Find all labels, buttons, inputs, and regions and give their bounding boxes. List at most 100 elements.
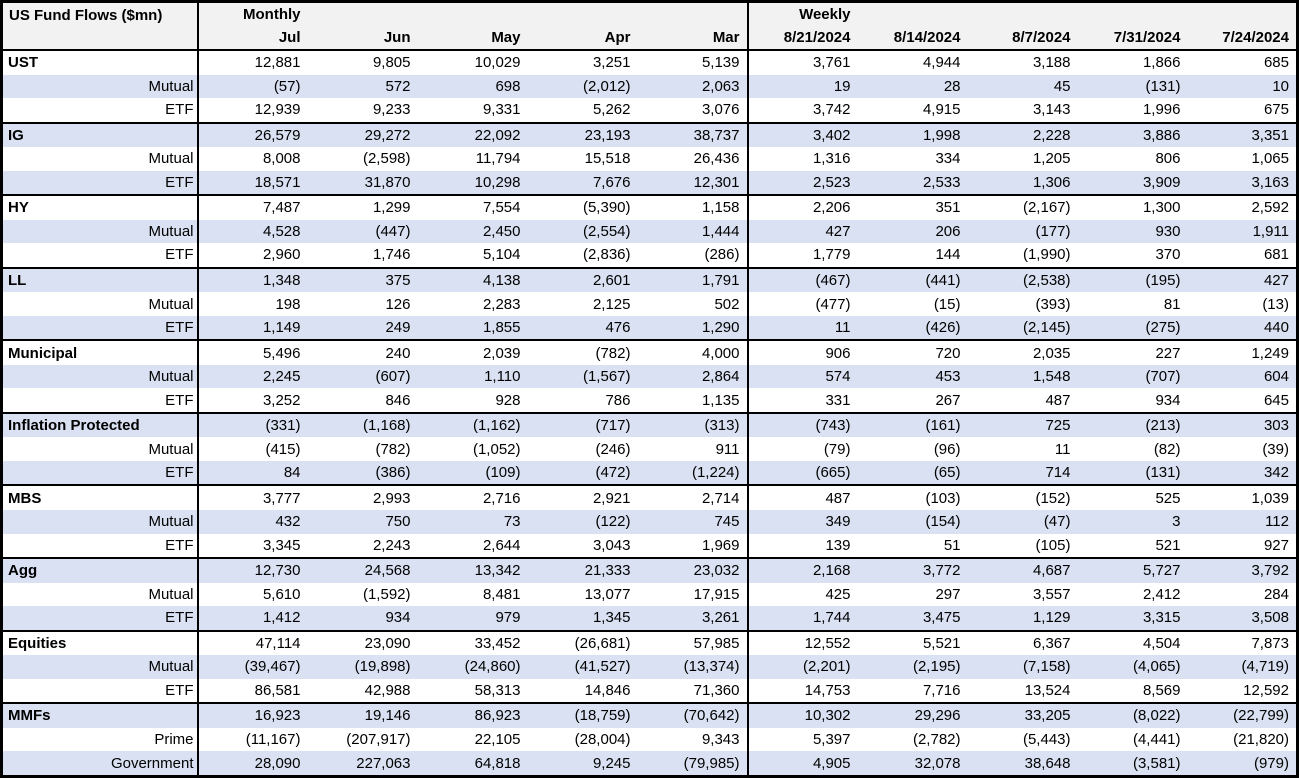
value-cell: (313) bbox=[637, 411, 749, 438]
value-cell: 11,794 bbox=[475, 150, 521, 168]
value-cell: 331 bbox=[825, 391, 851, 409]
value-cell: 3,772 bbox=[857, 557, 968, 583]
value-cell: 38,648 bbox=[967, 751, 1078, 777]
value-cell: (415) bbox=[265, 440, 301, 458]
value-cell: 3,475 bbox=[857, 606, 968, 631]
column-header-row: Jul Jun May Apr Mar 8/21/2024 8/14/2024 8/7/202… bbox=[2, 26, 1298, 51]
value-cell: 846 bbox=[385, 391, 411, 409]
value-cell: 10,302 bbox=[747, 702, 858, 728]
value-cell: (2,012) bbox=[527, 74, 638, 99]
value-cell: 4,000 bbox=[637, 339, 749, 365]
value-cell: 930 bbox=[1077, 219, 1188, 244]
value-cell: 2,960 bbox=[262, 246, 301, 264]
value-cell: (41,527) bbox=[527, 655, 638, 679]
row-label: MMFs bbox=[1, 702, 199, 728]
value-cell: 12,552 bbox=[747, 629, 858, 656]
value-cell: 6,367 bbox=[967, 629, 1078, 656]
value-cell: (96) bbox=[933, 440, 961, 458]
row-label: Inflation Protected bbox=[1, 411, 199, 438]
value-cell: (2,554) bbox=[527, 219, 638, 244]
sub-row: Mutual (39,467) (19,898) (24,860) (41,527) (1… bbox=[1, 655, 1298, 679]
value-cell: 1,548 bbox=[967, 364, 1078, 389]
value-cell: (39,467) bbox=[197, 655, 308, 679]
value-cell: (286) bbox=[637, 243, 749, 268]
value-cell: (743) bbox=[747, 411, 858, 438]
value-cell: (1,052) bbox=[472, 440, 521, 458]
value-cell: 19 bbox=[747, 74, 858, 99]
value-cell: (154) bbox=[857, 510, 968, 534]
value-cell: 681 bbox=[1263, 246, 1289, 264]
value-cell: 342 bbox=[1187, 460, 1298, 486]
value-cell: (2,538) bbox=[967, 266, 1078, 293]
value-cell: (13,374) bbox=[637, 655, 749, 679]
row-label: Mutual bbox=[1, 510, 199, 534]
sub-row: Mutual 8,008 (2,598) 11,794 15,518 26,436 1,31… bbox=[1, 147, 1298, 171]
header-spacer bbox=[857, 1, 968, 26]
value-cell: 12,939 bbox=[254, 101, 301, 119]
value-cell: (39) bbox=[1262, 440, 1289, 458]
value-cell: 425 bbox=[825, 585, 851, 603]
value-cell: 2,601 bbox=[527, 266, 638, 293]
value-cell: 51 bbox=[943, 536, 961, 554]
value-cell: 574 bbox=[747, 364, 858, 389]
value-cell: (11,167) bbox=[245, 730, 301, 748]
value-cell: 427 bbox=[747, 219, 858, 244]
column-header: 8/14/2024 bbox=[857, 26, 968, 51]
value-cell: 7,873 bbox=[1187, 629, 1298, 656]
value-cell: 1,158 bbox=[637, 194, 749, 220]
value-cell: 685 bbox=[1263, 54, 1289, 72]
value-cell: (161) bbox=[857, 411, 968, 438]
value-cell: 645 bbox=[1263, 391, 1289, 409]
value-cell: (22,799) bbox=[1187, 702, 1298, 728]
row-label: LL bbox=[1, 266, 199, 293]
sub-row: ETF 1,412 934 979 1,345 3,261 1,744 3,475 1,129 3… bbox=[1, 606, 1298, 631]
value-cell: (177) bbox=[967, 219, 1078, 244]
value-cell: 525 bbox=[1077, 484, 1188, 510]
value-cell: (82) bbox=[1153, 440, 1181, 458]
value-cell: 2,063 bbox=[637, 74, 749, 99]
value-cell: 24,568 bbox=[307, 557, 418, 583]
section-header-row: US Fund Flows ($mn) Monthly Weekly bbox=[1, 1, 1298, 51]
value-cell: 26,436 bbox=[637, 147, 749, 171]
value-cell: (2,145) bbox=[967, 315, 1078, 341]
value-cell: (246) bbox=[595, 440, 631, 458]
value-cell: 5,397 bbox=[812, 730, 851, 748]
value-cell: 1,316 bbox=[812, 150, 851, 168]
row-label: ETF bbox=[1, 98, 199, 123]
value-cell: 4,504 bbox=[1077, 629, 1188, 656]
value-cell: (18,759) bbox=[527, 702, 638, 728]
value-cell: 7,487 bbox=[197, 194, 308, 220]
category-row: MBS 3,777 2,993 2,716 2,921 2,714 487 (103) (152… bbox=[1, 484, 1298, 510]
value-cell: 3,909 bbox=[1077, 170, 1188, 196]
sub-row: Mutual 2,245 (607) 1,110 (1,567) 2,864 574 453 1… bbox=[1, 364, 1298, 389]
value-cell: (426) bbox=[857, 315, 968, 341]
value-cell: 2,245 bbox=[197, 364, 308, 389]
value-cell: 33,205 bbox=[967, 702, 1078, 728]
value-cell: (782) bbox=[527, 339, 638, 365]
value-cell: 3,345 bbox=[262, 536, 301, 554]
value-cell: 1,205 bbox=[1032, 150, 1071, 168]
value-cell: 1,746 bbox=[372, 246, 411, 264]
table-title: US Fund Flows ($mn) bbox=[1, 1, 199, 51]
value-cell: (2,201) bbox=[747, 655, 858, 679]
value-cell: 2,125 bbox=[592, 295, 631, 313]
value-cell: 2,243 bbox=[372, 536, 411, 554]
value-cell: 3,886 bbox=[1077, 121, 1188, 148]
value-cell: 2,714 bbox=[637, 484, 749, 510]
value-cell: 5,139 bbox=[637, 50, 749, 75]
value-cell: 112 bbox=[1187, 510, 1298, 534]
value-cell: (103) bbox=[857, 484, 968, 510]
value-cell: 7,716 bbox=[922, 681, 961, 699]
sub-row: Mutual 198 126 2,283 2,125 502 (477) (15) (393) 8… bbox=[1, 292, 1298, 316]
table-header: US Fund Flows ($mn) Monthly Weekly Jul Ju… bbox=[1, 1, 1298, 51]
value-cell: 9,805 bbox=[372, 54, 411, 72]
value-cell: (5,443) bbox=[1022, 730, 1071, 748]
value-cell: 906 bbox=[747, 339, 858, 365]
value-cell: (65) bbox=[857, 460, 968, 486]
value-cell: (386) bbox=[307, 460, 418, 486]
value-cell: 349 bbox=[747, 510, 858, 534]
value-cell: 3,351 bbox=[1187, 121, 1298, 148]
header-spacer bbox=[307, 1, 418, 26]
value-cell: 1,249 bbox=[1187, 339, 1298, 365]
header-spacer bbox=[527, 1, 638, 26]
